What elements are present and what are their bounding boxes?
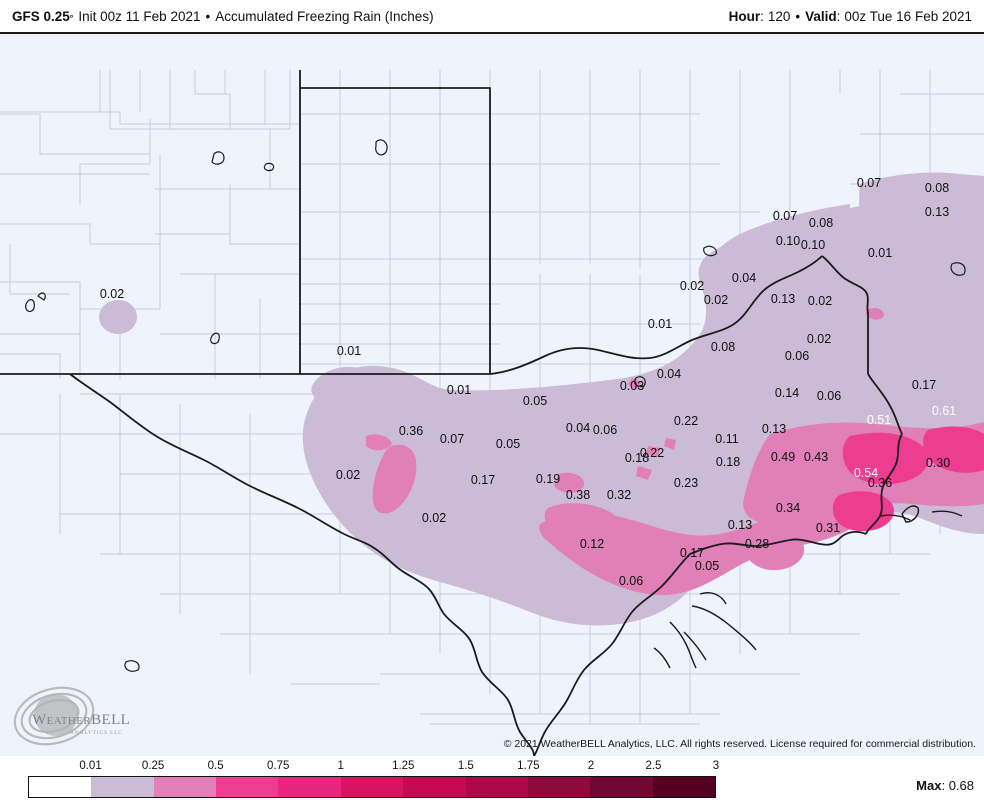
map-canvas[interactable]: WEATHERBELL ANALYTICS LLC © 2021 Weather… — [0, 34, 984, 756]
colorbar-cell-7 — [465, 777, 528, 797]
colorbar-tick: 0.01 — [79, 760, 102, 772]
colorbar-tick: 0.25 — [141, 760, 165, 772]
colorbar-tick: 1.75 — [517, 760, 540, 772]
colorbar-tick: 1.5 — [457, 760, 474, 772]
colorbar-cell-1 — [91, 777, 154, 797]
header-title-group: GFS 0.25 ° Init 00z 11 Feb 2021 • Accumul… — [12, 9, 434, 24]
max-value: 0.68 — [948, 778, 974, 793]
max-label: Max — [916, 778, 942, 793]
colorbar-tick: 2.5 — [645, 760, 662, 772]
copyright-notice: © 2021 WeatherBELL Analytics, LLC. All r… — [503, 738, 976, 750]
colorbar-cell-3 — [216, 777, 279, 797]
header-bar: GFS 0.25 ° Init 00z 11 Feb 2021 • Accumul… — [0, 0, 984, 34]
map-graphic — [0, 34, 984, 756]
colorbar-tick: 0.75 — [266, 760, 290, 772]
precip-contour-0.5 — [832, 426, 984, 532]
colorbar-tick: 1 — [337, 760, 344, 772]
colorbar-cell-0 — [29, 777, 92, 797]
colorbar-gradient[interactable] — [28, 776, 716, 798]
valid-value: 00z Tue 16 Feb 2021 — [844, 8, 972, 24]
max-value-readout: Max: 0.68 — [916, 778, 974, 793]
hour-label: Hour — [728, 8, 761, 24]
colorbar-tick: 0.5 — [207, 760, 224, 772]
colorbar-cell-5 — [340, 777, 404, 797]
colorbar-cell-6 — [403, 777, 466, 797]
header-bullet-1: • — [205, 8, 211, 24]
colorbar-tick: 3 — [712, 760, 720, 772]
colorbar-tick: 2 — [587, 760, 595, 772]
colorbar-area: 0.01 0.25 0.5 0.75 1 1.25 1.5 1.75 2 2.5 3 Max: 0.… — [0, 756, 984, 808]
product-name: Accumulated Freezing Rain (Inches) — [215, 8, 434, 24]
colorbar-cell-10 — [652, 777, 715, 797]
init-time: Init 00z 11 Feb 2021 — [78, 8, 201, 24]
colorbar-cell-9 — [590, 777, 653, 797]
colorbar-cell-2 — [153, 777, 217, 797]
hour-value: 120 — [767, 8, 791, 24]
state-lines — [0, 70, 966, 756]
colorbar-tick-labels: 0.01 0.25 0.5 0.75 1 1.25 1.5 1.75 2 2.5 3 — [28, 760, 720, 774]
colorbar-tick: 1.25 — [392, 760, 415, 772]
model-name: GFS 0.25 — [12, 8, 70, 24]
colorbar-cell-4 — [278, 777, 341, 797]
degree-symbol: ° — [69, 12, 74, 23]
header-valid-group: Hour: 120 • Valid: 00z Tue 16 Feb 2021 — [728, 8, 972, 24]
colorbar-cell-8 — [527, 777, 591, 797]
header-bullet-2: • — [795, 8, 801, 24]
valid-label: Valid — [805, 8, 837, 24]
